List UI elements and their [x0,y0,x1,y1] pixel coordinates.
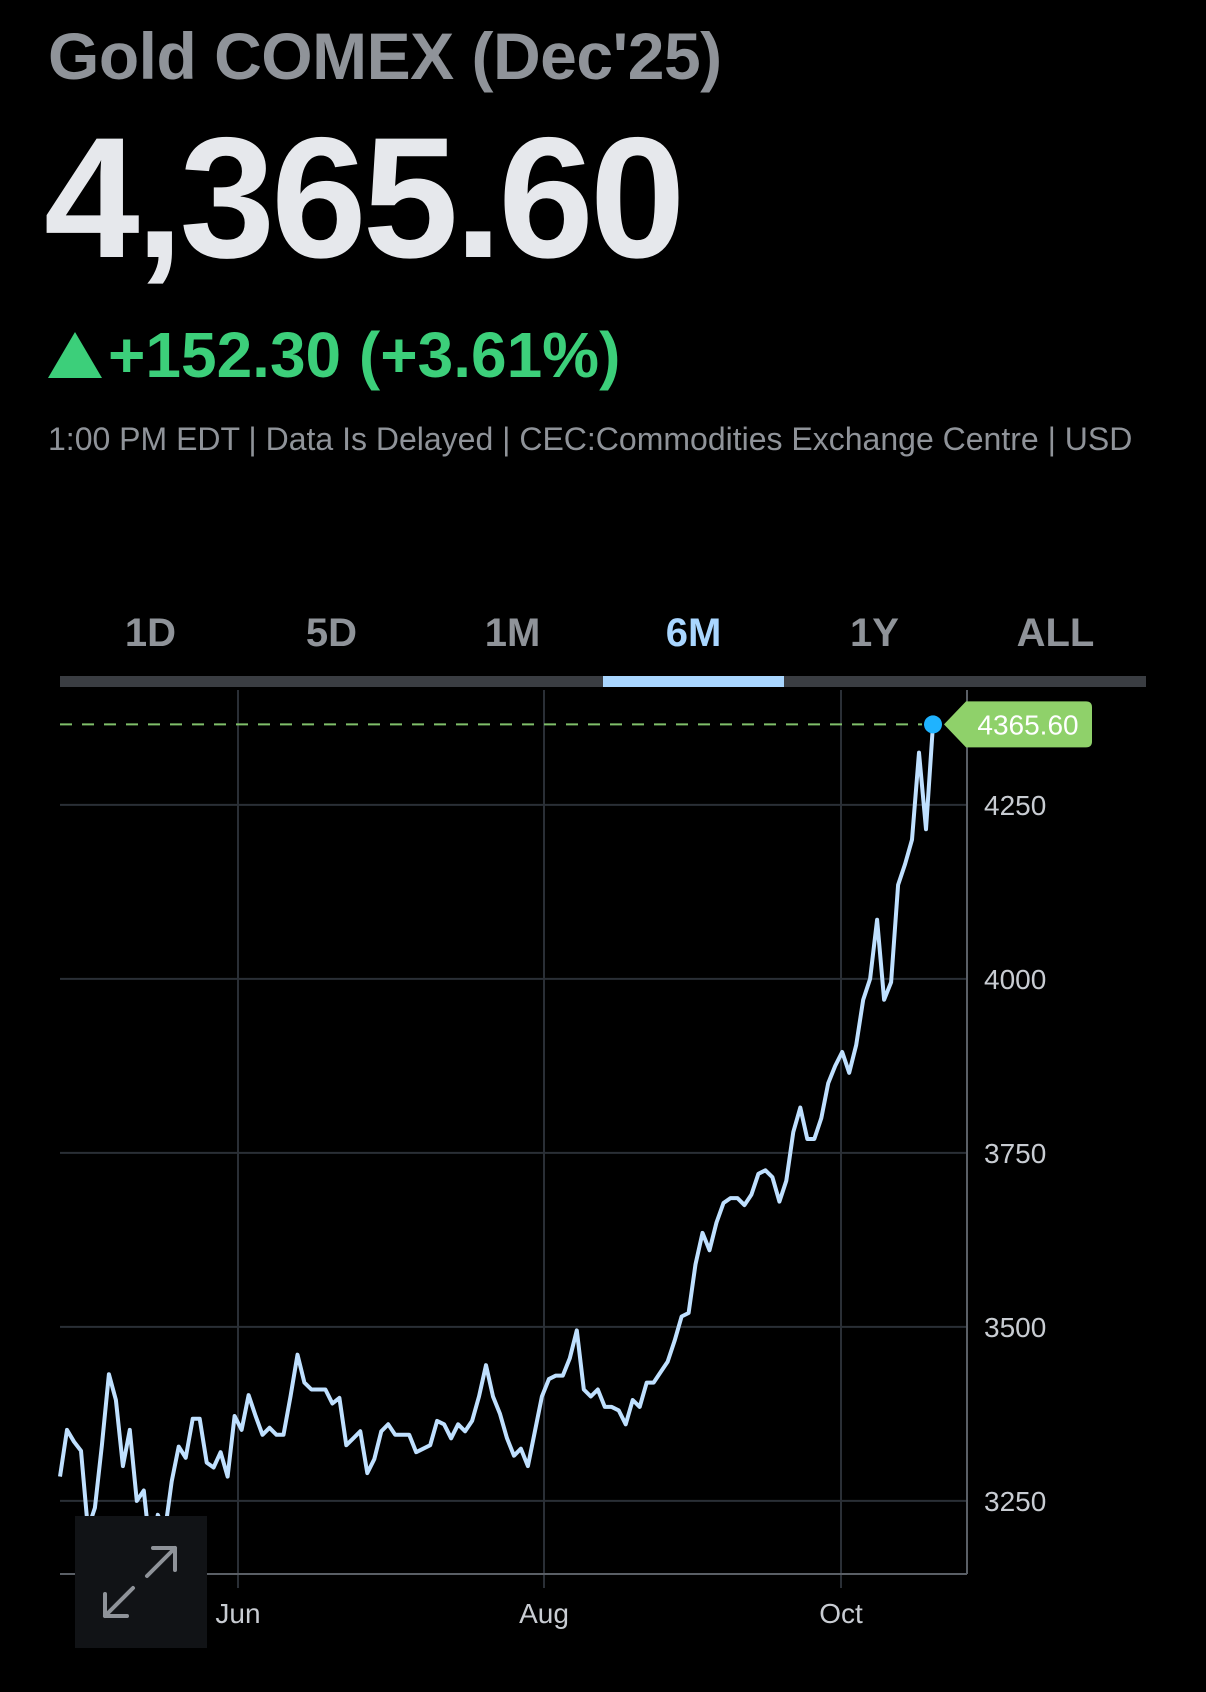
last-price: 4,365.60 [44,102,686,294]
y-tick-label: 3500 [984,1312,1046,1343]
expand-arrows-icon [103,1546,177,1618]
last-value-tag-label: 4365.60 [977,709,1078,740]
y-tick-label: 3750 [984,1138,1046,1169]
series-layer [58,724,935,1558]
y-tick-label: 4000 [984,964,1046,995]
tab-1d[interactable]: 1D [124,611,177,655]
tab-6m[interactable]: 6M [665,611,722,655]
price-line [58,724,935,1558]
x-tick-label: Oct [819,1598,863,1629]
x-tick-label: Aug [519,1598,569,1629]
chart-grid [60,690,968,1588]
active-tab-indicator [603,676,784,687]
time-range-tabs: 1D 5D 1M 6M 1Y ALL [60,600,1146,688]
y-tick-label: 4250 [984,790,1046,821]
tab-1y[interactable]: 1Y [850,611,899,655]
tab-all[interactable]: ALL [1016,611,1095,655]
price-change: +152.30 (+3.61%) [48,318,620,392]
marker-layer: 4365.60 [924,701,1092,748]
y-tick-label: 3250 [984,1486,1046,1517]
x-tick-label: Jun [215,1598,260,1629]
y-axis: 3250 3500 3750 4000 4250 [984,790,1046,1517]
quote-meta: 1:00 PM EDT | Data Is Delayed | CEC:Comm… [48,421,1133,457]
tab-5d[interactable]: 5D [305,611,358,655]
expand-chart-button[interactable] [75,1516,207,1648]
up-triangle-icon [48,332,102,378]
last-point-marker [924,715,942,734]
instrument-title: Gold COMEX (Dec'25) [48,19,722,93]
price-change-value: +152.30 (+3.61%) [108,319,621,391]
last-value-tag: 4365.60 [944,701,1092,748]
last-value-tag-bg [944,701,1092,748]
tab-1m[interactable]: 1M [484,611,541,655]
x-axis: Jun Aug Oct [215,1598,863,1629]
tab-track [60,676,1146,687]
